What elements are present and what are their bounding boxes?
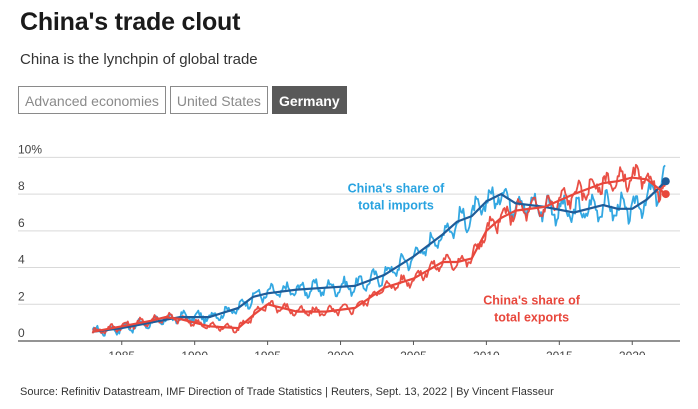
tab-united-states[interactable]: United States [169,86,268,114]
source-note: Source: Refinitiv Datastream, IMF Direct… [20,386,554,398]
series-annotation-exports: China's share of total exports [483,293,581,324]
tab-germany[interactable]: Germany [271,86,347,114]
tab-advanced-economies[interactable]: Advanced economies [18,86,166,114]
y-tick-label: 4 [18,253,25,267]
trend-line-exports [92,176,667,333]
y-tick-label: 10% [18,142,42,156]
page-subtitle: China is the lynchpin of global trade [20,51,258,68]
y-tick-label: 8 [18,179,25,193]
trend-line-imports [92,180,667,333]
x-tick-label: 2005 [400,349,427,355]
end-point-exports [661,190,670,199]
y-tick-label: 0 [18,326,25,340]
end-point-imports [661,177,670,186]
y-tick-label: 2 [18,289,25,303]
page-title: China's trade clout [20,8,241,36]
x-tick-label: 2015 [546,349,573,355]
country-tabs: Advanced economies United States Germany [18,86,347,114]
x-tick-label: 2010 [473,349,500,355]
x-tick-label: 1990 [181,349,208,355]
x-tick-label: 1995 [254,349,281,355]
trade-share-chart: 0 2 4 6 8 10% 1985 1990 1995 2000 2005 2010 2015 2020… [18,142,680,355]
y-tick-label: 6 [18,216,25,230]
x-tick-label: 2020 [619,349,646,355]
x-tick-label: 2000 [327,349,354,355]
series-annotation-imports: China's share of total imports [348,181,446,212]
x-tick-label: 1985 [108,349,135,355]
